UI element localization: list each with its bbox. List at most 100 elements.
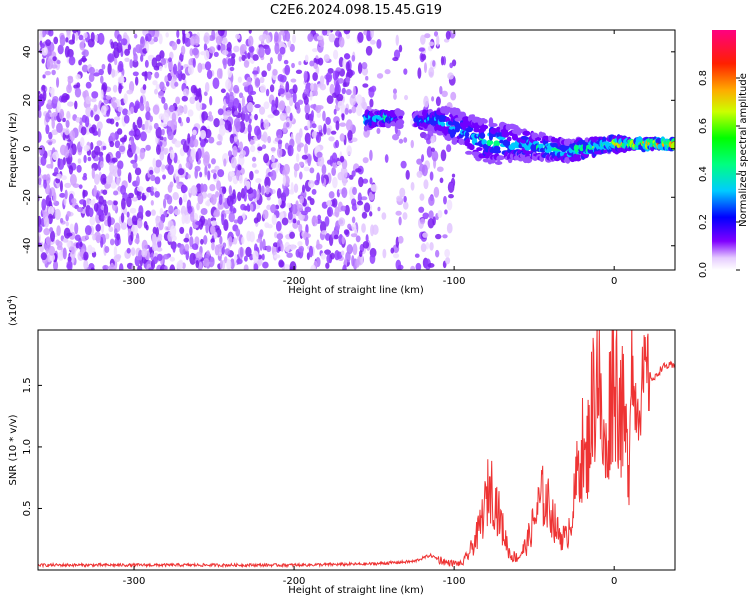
- spectrogram-cell: [113, 200, 118, 206]
- signal-cell: [482, 119, 488, 124]
- colorbar-tick-label: 0.2: [698, 214, 709, 230]
- spectrogram-cell: [275, 221, 282, 232]
- spectrogram-cell: [280, 243, 284, 252]
- spectrogram-cell: [112, 102, 118, 109]
- spectrogram-cell: [65, 37, 69, 43]
- spectrogram-cell: [200, 238, 204, 245]
- spectrogram-cell: [369, 211, 373, 217]
- spectrogram-cell: [244, 113, 249, 123]
- spectrogram-cell: [99, 160, 104, 169]
- spectrogram-cell: [245, 246, 252, 258]
- spectrogram-cell: [295, 132, 302, 145]
- spectrogram-cell: [254, 169, 260, 174]
- spectrogram-cell: [144, 59, 149, 68]
- spectrogram-cell: [66, 210, 71, 217]
- spectrogram-cell: [181, 95, 188, 102]
- spectrogram-cell: [113, 246, 118, 258]
- spectrogram-cell: [68, 39, 75, 45]
- spectrogram-cell: [332, 176, 338, 189]
- spectrogram-cell: [419, 218, 426, 225]
- spectrogram-cell: [84, 225, 92, 236]
- spectrogram-cell: [119, 263, 124, 270]
- spectrogram-cell: [447, 72, 454, 80]
- snr-plot-area: [38, 330, 675, 569]
- spectrogram-cell: [150, 209, 156, 216]
- spectrogram-cell: [159, 140, 163, 147]
- spectrogram-cell: [286, 252, 293, 258]
- spectrogram-cell: [319, 221, 327, 233]
- spectrogram-cell: [190, 211, 195, 223]
- spectrogram-cell: [212, 77, 220, 89]
- spectrogram-cell: [85, 234, 89, 240]
- spectrogram-cell: [239, 141, 243, 151]
- spectrogram-cell: [236, 258, 243, 265]
- spectrogram-cell: [162, 112, 170, 123]
- spectrogram-cell: [167, 131, 174, 141]
- spectrogram-cell: [50, 115, 55, 122]
- spectrogram-cell: [309, 90, 313, 101]
- spectrogram-cell: [88, 126, 96, 134]
- spectrogram-cell: [134, 167, 142, 176]
- spectrogram-cell: [160, 57, 167, 66]
- spectrogram-cell: [221, 213, 225, 226]
- spectrogram-cell: [429, 171, 434, 181]
- spectrogram-cell: [319, 83, 327, 91]
- spectrogram-cell: [196, 202, 200, 211]
- spectrogram-cell: [182, 88, 190, 97]
- spectrogram-cell: [88, 207, 94, 218]
- spectrogram-cell: [40, 155, 47, 166]
- spectrogram-cell: [153, 36, 159, 43]
- spectrogram-cell: [62, 247, 67, 260]
- spectrogram-cell: [176, 38, 181, 45]
- spectrogram-cell: [279, 46, 286, 55]
- spectrogram-cell: [296, 106, 301, 114]
- spectrogram-cell: [138, 205, 144, 217]
- spectrogram-cell: [281, 217, 289, 226]
- spectrogram-cell: [284, 64, 291, 76]
- spectrogram-cell: [208, 46, 216, 54]
- spectrogram-cell: [428, 41, 435, 47]
- spectrogram-cell: [66, 84, 72, 94]
- spectrogram-cell: [310, 264, 317, 270]
- spectrogram-cell: [335, 67, 342, 72]
- spectrogram-cell: [390, 247, 395, 254]
- spectrogram-cell: [229, 171, 235, 177]
- snr-x-tick-label: 0: [611, 576, 617, 587]
- spectrogram-cell: [344, 107, 349, 115]
- spectrogram-cell: [271, 214, 277, 226]
- spectrogram-cell: [44, 70, 52, 76]
- spectrogram-cell: [303, 88, 310, 95]
- spectrogram-cell: [431, 96, 435, 102]
- spectrogram-cell: [160, 163, 166, 173]
- spectrogram-cell: [357, 32, 364, 43]
- spectrogram-cell: [41, 46, 48, 56]
- spectrogram-cell: [59, 144, 67, 156]
- spectrogram-cell: [188, 155, 193, 161]
- spectrogram-cell: [250, 203, 254, 212]
- spectrogram-cell: [273, 254, 281, 259]
- spectrogram-cell: [201, 148, 205, 159]
- spectrogram-cell: [100, 89, 104, 100]
- spectrogram-cell: [109, 140, 115, 148]
- spectrogram-cell: [124, 57, 130, 62]
- snr-x-axis-label: Height of straight line (km): [288, 585, 424, 596]
- spectrogram-cell: [45, 124, 50, 135]
- spectrogram-cell: [263, 153, 270, 164]
- spectrogram-cell: [38, 215, 42, 227]
- spectrogram-cell: [176, 260, 184, 270]
- spectrogram-cell: [46, 58, 54, 70]
- spectrogram-cell: [363, 202, 371, 213]
- signal-cell: [398, 115, 403, 119]
- spectrogram-cell: [154, 165, 161, 174]
- signal-cell: [465, 137, 470, 145]
- spectrogram-cell: [113, 47, 120, 59]
- spectrogram-cell: [116, 128, 123, 135]
- spectrogram-cell: [56, 173, 62, 180]
- spectrogram-cell: [148, 267, 154, 270]
- spectrogram-cell: [182, 185, 188, 193]
- spectrogram-cell: [117, 106, 123, 113]
- spectrogram-cell: [316, 239, 320, 250]
- spectrogram-cell: [410, 181, 415, 191]
- spectrogram-cell: [66, 110, 71, 119]
- spectrogram-cell: [141, 194, 147, 201]
